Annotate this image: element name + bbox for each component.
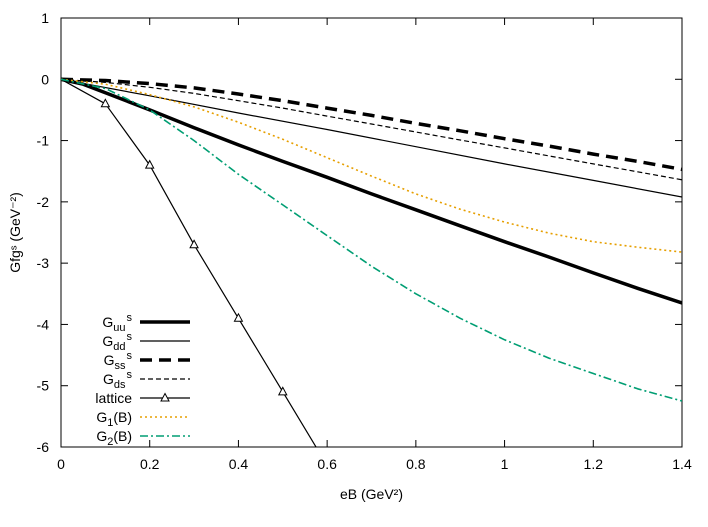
legend-entry: Gdds xyxy=(102,331,190,353)
plot-frame xyxy=(60,17,683,448)
series-2 xyxy=(61,77,682,172)
legend-entry: G2(B) xyxy=(96,428,190,448)
y-tick-label: -5 xyxy=(37,378,50,394)
series-6 xyxy=(61,78,682,402)
series-line xyxy=(61,77,682,305)
lattice-point-marker xyxy=(233,312,244,322)
series-line xyxy=(61,78,682,181)
x-axis-label: eB (GeV²) xyxy=(340,486,403,502)
x-tick-label: 0 xyxy=(57,456,65,472)
series-1 xyxy=(61,78,682,198)
y-axis-label: Gfgˢ (GeV⁻²) xyxy=(7,192,23,273)
lattice-point-marker xyxy=(100,98,111,108)
legend-label: Gdds xyxy=(102,331,132,353)
x-tick-label: 1.4 xyxy=(672,456,692,472)
series-line xyxy=(61,78,317,447)
y-tick-label: 0 xyxy=(41,71,49,87)
x-tick-label: 1 xyxy=(501,456,509,472)
legend-label: Gsss xyxy=(104,350,133,372)
lattice-point-marker xyxy=(144,159,155,169)
legend-label: Gdss xyxy=(103,369,133,391)
lattice-point-marker xyxy=(277,386,288,396)
y-axis-ticks: 1 0 -1 -2 -3 -4 -5 -6 xyxy=(37,10,682,455)
series-line xyxy=(61,77,682,172)
x-tick-label: 0.8 xyxy=(406,456,426,472)
lattice-point-marker xyxy=(160,392,170,402)
series-layer xyxy=(61,77,682,447)
legend-label: lattice xyxy=(95,390,132,406)
y-tick-label: -3 xyxy=(37,255,50,271)
x-tick-label: 0.2 xyxy=(140,456,160,472)
y-tick-label: -1 xyxy=(37,133,50,149)
x-tick-label: 0.4 xyxy=(229,456,249,472)
plot-border xyxy=(60,17,683,448)
legend-entry: Gdss xyxy=(103,369,190,391)
series-line xyxy=(61,78,682,198)
series-4 xyxy=(61,78,317,447)
legend-entry: G1(B) xyxy=(96,409,190,429)
series-5 xyxy=(61,78,682,253)
x-tick-label: 1.2 xyxy=(584,456,604,472)
legend-label: Guus xyxy=(102,312,132,334)
x-axis-ticks: 0 0.2 0.4 0.6 0.8 1 1.2 1.4 xyxy=(57,18,692,472)
legend-entry: Guus xyxy=(102,312,190,334)
legend-entry: Gsss xyxy=(104,350,190,372)
y-tick-label: -4 xyxy=(37,316,50,332)
x-tick-label: 0.6 xyxy=(317,456,337,472)
y-tick-label: 1 xyxy=(41,10,49,26)
legend-label: G2(B) xyxy=(96,428,132,448)
y-tick-label: -2 xyxy=(37,194,50,210)
legend-entry: lattice xyxy=(95,390,190,406)
series-3 xyxy=(61,78,682,181)
legend-label: G1(B) xyxy=(96,409,132,429)
series-0 xyxy=(61,77,682,305)
series-line xyxy=(61,78,682,253)
y-tick-label: -6 xyxy=(37,439,50,455)
series-line xyxy=(61,78,682,402)
lattice-point-marker xyxy=(189,239,199,249)
